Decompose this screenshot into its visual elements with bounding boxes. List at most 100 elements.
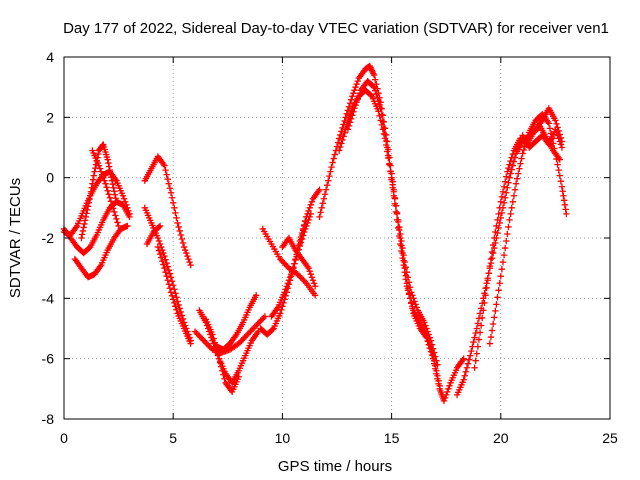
data-point xyxy=(166,185,174,192)
data-point xyxy=(95,162,103,169)
y-tick-label: -4 xyxy=(42,290,55,306)
data-point xyxy=(503,173,510,180)
data-point xyxy=(261,313,269,320)
data-point xyxy=(307,201,314,209)
data-point xyxy=(446,382,453,390)
data-point xyxy=(196,332,203,340)
data-point xyxy=(291,260,298,267)
data-point xyxy=(161,264,168,272)
series-arc-9 xyxy=(154,243,194,347)
data-point xyxy=(126,213,133,221)
data-point xyxy=(474,343,482,350)
data-point xyxy=(553,155,560,163)
data-point xyxy=(154,234,162,242)
data-point xyxy=(397,240,404,248)
y-tick-label: -6 xyxy=(42,351,55,367)
data-point xyxy=(461,372,468,379)
data-point xyxy=(488,327,496,334)
data-point xyxy=(162,256,169,263)
data-point xyxy=(164,277,171,284)
data-point xyxy=(372,76,379,83)
data-point xyxy=(350,108,357,116)
data-point xyxy=(194,331,202,338)
data-point xyxy=(556,172,563,179)
data-point xyxy=(97,168,105,175)
data-point xyxy=(250,325,257,332)
data-point xyxy=(104,187,111,194)
series-arc-16 xyxy=(259,225,319,299)
y-tick-label: 0 xyxy=(46,170,54,186)
data-point xyxy=(327,168,334,175)
data-markers xyxy=(60,62,570,405)
data-point xyxy=(238,337,245,344)
data-point xyxy=(553,120,560,128)
data-point xyxy=(202,338,209,346)
data-point xyxy=(556,138,563,145)
data-point xyxy=(106,166,114,174)
data-point xyxy=(308,198,316,205)
data-point xyxy=(159,257,166,265)
data-point xyxy=(302,218,309,225)
series-arc-25 xyxy=(519,126,566,151)
data-point xyxy=(305,207,312,215)
data-point xyxy=(492,307,499,315)
data-point xyxy=(187,261,194,269)
data-point xyxy=(286,274,294,281)
data-point xyxy=(501,194,509,201)
data-point xyxy=(221,375,228,382)
data-point xyxy=(401,258,408,266)
data-point xyxy=(551,145,558,152)
data-point xyxy=(311,283,319,290)
data-point xyxy=(299,227,307,234)
data-point xyxy=(316,213,323,221)
data-point xyxy=(87,188,95,195)
data-point xyxy=(516,165,523,172)
data-point xyxy=(495,210,502,218)
data-point xyxy=(352,83,359,91)
data-point xyxy=(85,199,92,207)
data-point xyxy=(460,355,467,362)
data-point xyxy=(399,244,406,252)
data-point xyxy=(216,359,224,366)
x-tick-label: 0 xyxy=(60,430,68,446)
data-point xyxy=(500,183,508,190)
data-point xyxy=(503,189,510,196)
y-tick-label: -8 xyxy=(42,411,55,427)
data-point xyxy=(484,277,491,284)
data-point xyxy=(508,204,515,212)
data-point xyxy=(239,335,247,343)
data-point xyxy=(353,80,360,88)
data-point xyxy=(283,283,290,290)
data-point xyxy=(430,357,438,364)
x-tick-label: 25 xyxy=(602,430,618,446)
data-point xyxy=(392,208,400,216)
data-point xyxy=(493,222,500,230)
data-point xyxy=(120,195,128,202)
data-point xyxy=(498,265,506,273)
data-point xyxy=(555,135,562,142)
data-point xyxy=(214,351,222,358)
data-point xyxy=(113,198,120,205)
data-point xyxy=(114,219,121,226)
data-point xyxy=(469,343,476,350)
data-point xyxy=(168,278,176,285)
data-point xyxy=(175,223,182,231)
data-point xyxy=(504,230,511,238)
data-point xyxy=(347,115,355,123)
data-point xyxy=(340,133,347,140)
x-tick-label: 10 xyxy=(275,430,291,446)
data-point xyxy=(413,304,420,311)
data-point xyxy=(510,192,518,199)
data-point xyxy=(242,332,250,340)
data-point xyxy=(179,239,187,247)
data-point xyxy=(218,363,225,370)
data-point xyxy=(326,172,333,180)
data-point xyxy=(393,216,401,224)
data-point xyxy=(505,223,512,231)
data-point xyxy=(176,305,183,312)
data-point xyxy=(506,161,513,168)
data-point xyxy=(258,316,266,323)
data-point xyxy=(247,328,254,335)
data-point xyxy=(500,251,508,259)
x-tick-label: 20 xyxy=(493,430,509,446)
